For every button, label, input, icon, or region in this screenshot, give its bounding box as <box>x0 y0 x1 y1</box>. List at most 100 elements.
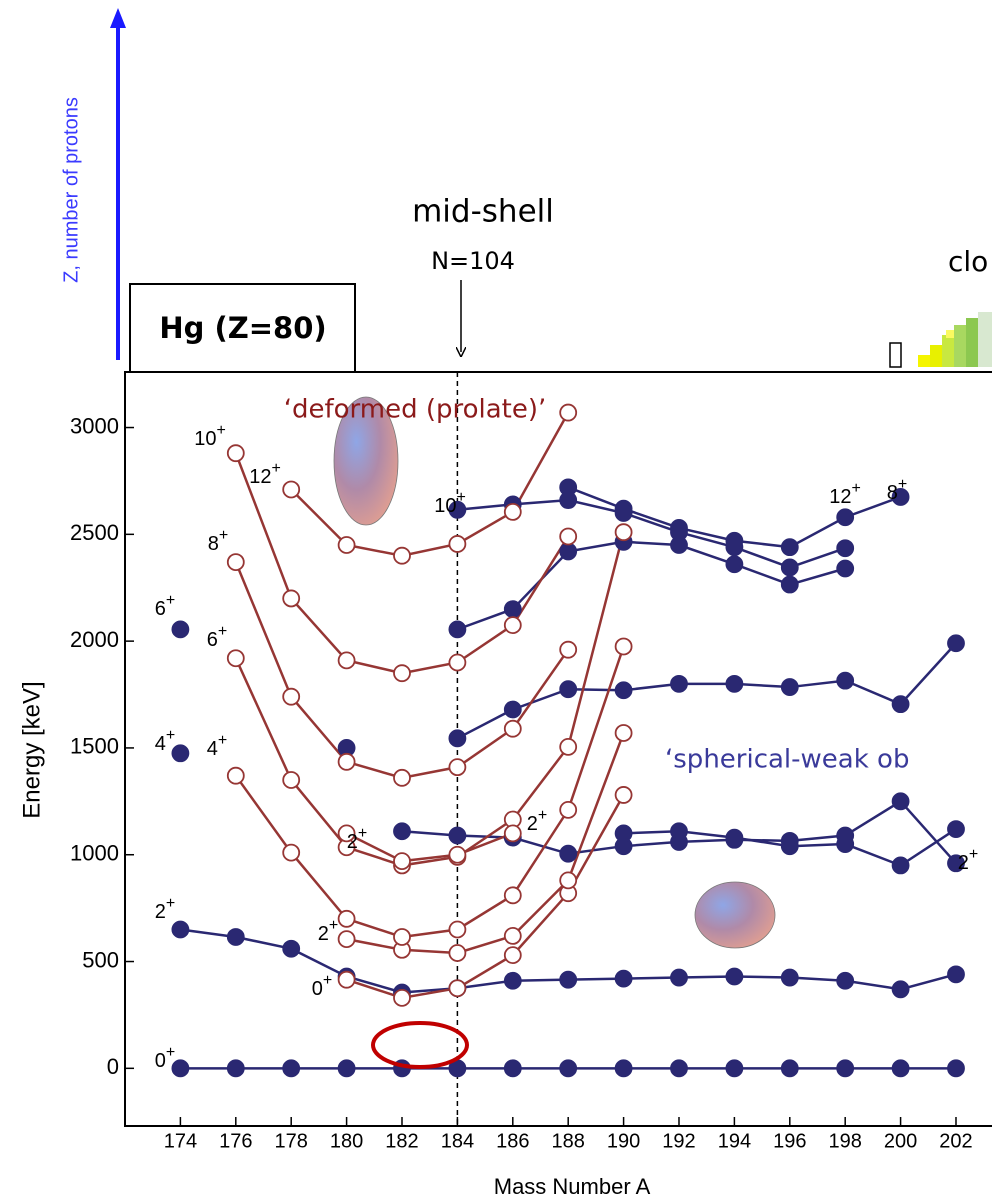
data-point <box>560 846 576 862</box>
data-point <box>837 1060 853 1076</box>
data-point <box>505 973 521 989</box>
data-point <box>228 1060 244 1076</box>
data-point <box>837 561 853 577</box>
data-point <box>339 911 355 927</box>
data-point <box>616 638 632 654</box>
spin-label: 10+ <box>194 422 226 450</box>
data-point <box>228 929 244 945</box>
x-tick-label: 194 <box>718 1130 751 1152</box>
data-point <box>671 676 687 692</box>
data-point <box>616 505 632 521</box>
x-tick-label: 174 <box>164 1130 197 1152</box>
element-label: Hg (Z=80) <box>159 311 326 345</box>
data-point <box>560 739 576 755</box>
x-tick-label: 182 <box>385 1130 418 1152</box>
data-point <box>948 635 964 651</box>
data-point <box>560 681 576 697</box>
data-point <box>726 676 742 692</box>
data-point <box>505 701 521 717</box>
nuclide-chart-fragment <box>890 312 992 367</box>
data-point <box>726 539 742 555</box>
data-point <box>726 830 742 846</box>
data-point <box>782 577 798 593</box>
spin-label: 2+ <box>155 895 175 923</box>
data-point <box>283 845 299 861</box>
data-point <box>560 492 576 508</box>
data-point <box>228 445 244 461</box>
spin-label: 12+ <box>249 460 281 488</box>
data-point <box>726 1060 742 1076</box>
series-line <box>291 413 568 556</box>
data-point <box>560 642 576 658</box>
data-point <box>782 559 798 575</box>
x-tick-label: 188 <box>552 1130 585 1152</box>
highlight-ellipse <box>373 1023 467 1067</box>
data-point <box>505 928 521 944</box>
data-point <box>560 528 576 544</box>
x-tick-label: 196 <box>773 1130 806 1152</box>
data-point <box>893 1060 909 1076</box>
spin-label: 12+ <box>829 480 861 508</box>
data-point <box>449 730 465 746</box>
data-point <box>616 725 632 741</box>
midshell-label: mid-shell <box>412 194 554 230</box>
data-point <box>726 968 742 984</box>
data-point <box>172 621 188 637</box>
data-point <box>560 405 576 421</box>
data-point <box>283 941 299 957</box>
data-point <box>560 972 576 988</box>
spin-label: 2+ <box>958 846 978 874</box>
x-tick-label: 200 <box>884 1130 917 1152</box>
data-point <box>283 689 299 705</box>
data-point <box>228 650 244 666</box>
data-point <box>837 973 853 989</box>
data-point <box>339 652 355 668</box>
data-point <box>782 539 798 555</box>
x-tick-label: 202 <box>939 1130 972 1152</box>
y-tick-label: 1500 <box>70 734 119 759</box>
x-tick-label: 178 <box>275 1130 308 1152</box>
y-tick-label: 3000 <box>70 413 119 438</box>
spin-label: 2+ <box>527 807 547 835</box>
data-point <box>228 554 244 570</box>
data-point <box>339 1060 355 1076</box>
x-tick-label: 186 <box>496 1130 529 1152</box>
data-point <box>616 524 632 540</box>
data-point <box>726 556 742 572</box>
y-axis-label: Energy [keV] <box>18 681 45 818</box>
data-point <box>394 823 410 839</box>
deformed-label: ‘deformed (prolate)’ <box>284 395 547 425</box>
data-point <box>616 682 632 698</box>
data-point <box>449 828 465 844</box>
spin-label: 2+ <box>318 917 338 945</box>
data-point <box>782 679 798 695</box>
data-point <box>948 1060 964 1076</box>
data-point <box>505 601 521 617</box>
data-point <box>893 857 909 873</box>
y-tick-label: 1000 <box>70 841 119 866</box>
x-tick-label: 176 <box>219 1130 252 1152</box>
data-point <box>505 721 521 737</box>
data-point <box>837 540 853 556</box>
data-point <box>948 821 964 837</box>
data-point <box>782 970 798 986</box>
chart: Z, number of protons mid-shell N=104 clo… <box>0 0 992 1203</box>
x-tick-label: 198 <box>829 1130 862 1152</box>
data-point <box>505 825 521 841</box>
spin-label: 6+ <box>155 592 175 620</box>
y-tick-label: 500 <box>82 947 119 972</box>
data-point <box>616 1060 632 1076</box>
data-point <box>837 836 853 852</box>
data-point <box>339 537 355 553</box>
y-tick-label: 2000 <box>70 627 119 652</box>
data-point <box>893 981 909 997</box>
data-point <box>394 665 410 681</box>
data-point <box>560 543 576 559</box>
data-point <box>283 772 299 788</box>
spin-label: 8+ <box>208 527 228 555</box>
data-point <box>837 673 853 689</box>
data-point <box>560 872 576 888</box>
data-point <box>893 696 909 712</box>
data-point <box>172 921 188 937</box>
data-point <box>228 768 244 784</box>
